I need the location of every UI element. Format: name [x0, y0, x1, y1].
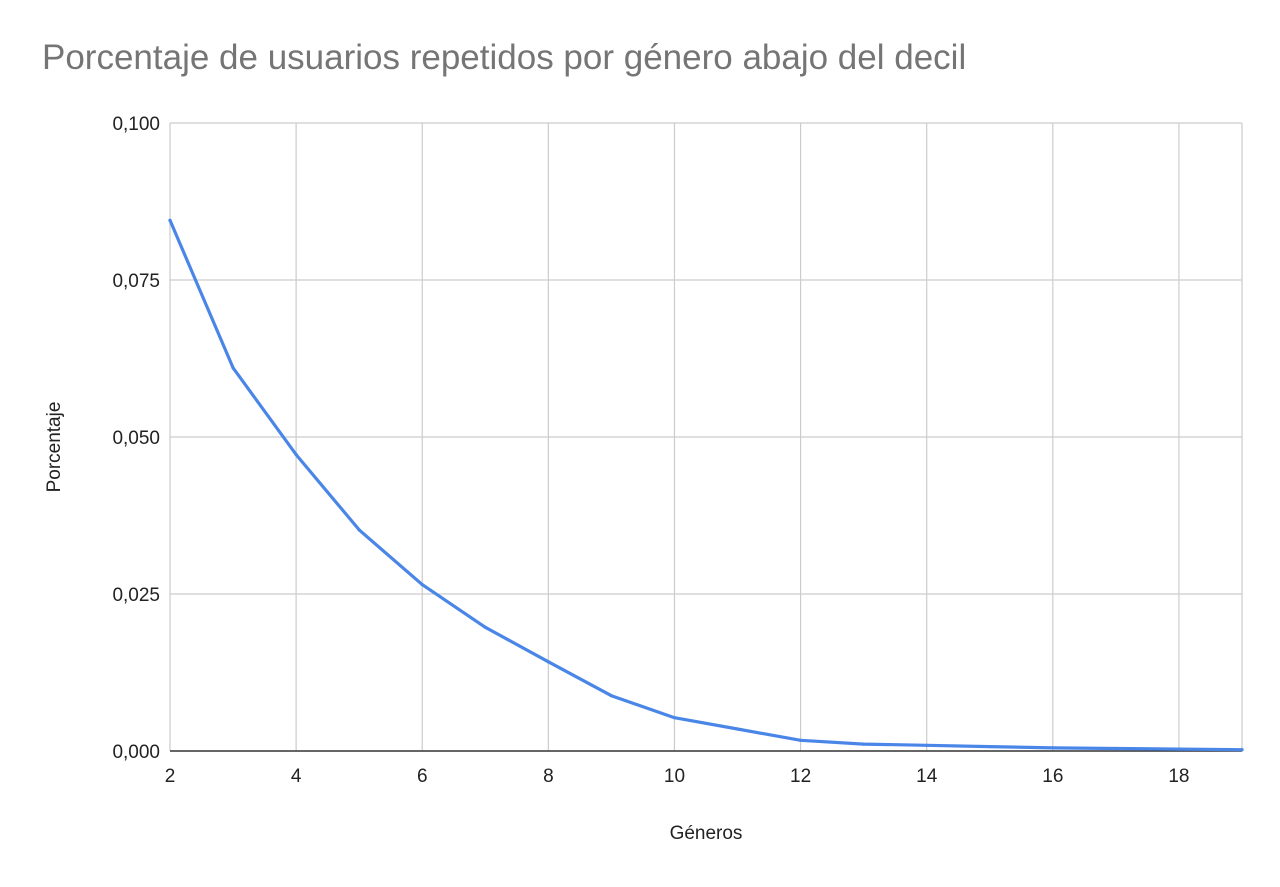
y-axis-title: Porcentaje — [44, 402, 65, 493]
x-tick-label: 4 — [291, 766, 302, 787]
x-tick-label: 18 — [1168, 766, 1189, 787]
y-tick-label: 0,075 — [112, 271, 160, 292]
data-point — [546, 660, 550, 664]
x-tick-label: 2 — [165, 766, 176, 787]
grid-lines — [169, 122, 1243, 751]
x-tick-label: 14 — [916, 766, 938, 787]
x-tick-label: 10 — [664, 766, 685, 787]
x-axis-title: Géneros — [670, 823, 743, 844]
data-point — [798, 738, 803, 742]
data-point — [1051, 746, 1055, 750]
data-point — [862, 742, 866, 746]
series-layer — [168, 218, 1244, 752]
x-tick-labels: 2 4 6 8 10 12 14 16 18 — [165, 766, 1190, 787]
y-tick-label: 0,000 — [112, 742, 160, 763]
y-tick-labels: 0,000 0,025 0,050 0,075 0,100 — [112, 114, 160, 763]
series-line — [168, 218, 1244, 752]
data-point — [294, 452, 298, 457]
x-tick-label: 6 — [417, 766, 428, 787]
y-tick-label: 0,050 — [112, 428, 160, 449]
x-tick-label: 16 — [1042, 766, 1063, 787]
x-tick-label: 12 — [790, 766, 811, 787]
data-point — [609, 694, 614, 698]
y-tick-label: 0,025 — [112, 585, 160, 606]
data-point — [735, 727, 740, 731]
data-point — [168, 218, 172, 222]
data-point — [1240, 748, 1244, 752]
data-point — [672, 716, 677, 720]
y-tick-label: 0,100 — [112, 114, 160, 135]
data-point — [1114, 746, 1118, 751]
data-point — [1177, 747, 1181, 751]
data-point — [988, 745, 992, 749]
data-point — [925, 743, 929, 747]
x-tick-label: 8 — [543, 766, 554, 787]
chart-title: Porcentaje de usuarios repetidos por gén… — [42, 38, 967, 77]
data-point — [357, 528, 361, 532]
data-point — [231, 366, 235, 370]
data-point — [483, 625, 487, 629]
data-point — [420, 582, 424, 587]
